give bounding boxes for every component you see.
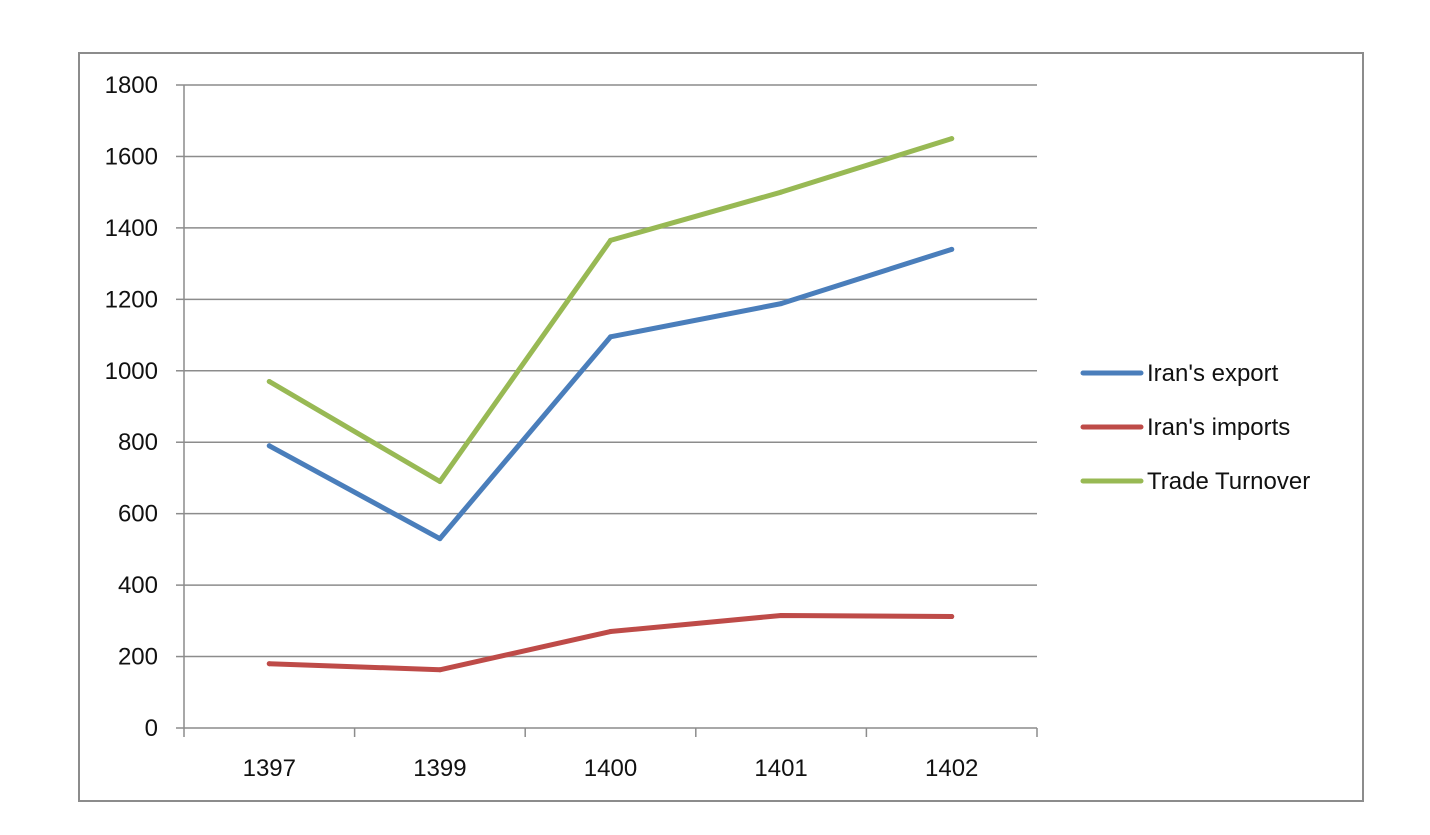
data-point	[949, 614, 955, 620]
y-axis-tick-labels: 0 200 400 600 800 1000 1200 1400 1600 1800	[105, 72, 158, 742]
chart-frame	[78, 52, 1364, 802]
data-point	[266, 443, 272, 449]
axes	[176, 84, 1038, 737]
y-tick-label: 1800	[105, 72, 158, 99]
x-tick-label: 1401	[754, 755, 807, 782]
x-tick-label: 1400	[584, 755, 637, 782]
data-point	[608, 629, 613, 635]
data-point	[608, 237, 613, 243]
series-line-1	[266, 246, 955, 542]
data-point	[437, 479, 443, 485]
series-line-2	[266, 612, 955, 673]
y-tick-label: 0	[145, 715, 158, 742]
data-point	[266, 378, 272, 384]
x-tick-label: 1397	[243, 755, 296, 782]
legend-label: Iran's export	[1147, 360, 1279, 387]
gridlines	[184, 84, 1037, 658]
y-tick-label: 1000	[105, 358, 158, 385]
x-tick-label: 1402	[925, 755, 978, 782]
data-point	[608, 334, 613, 340]
legend: Iran's export Iran's imports Trade Turnove…	[1080, 360, 1310, 495]
legend-label: Iran's imports	[1147, 414, 1290, 441]
data-point	[949, 246, 955, 252]
x-axis-tick-labels: 1397 1399 1400 1401 1402	[243, 755, 979, 782]
y-tick-label: 200	[118, 644, 158, 671]
data-point	[778, 189, 784, 195]
data-point	[266, 661, 272, 667]
y-tick-label: 1200	[105, 286, 158, 313]
series-lines	[266, 136, 955, 673]
data-point	[437, 667, 443, 673]
data-point	[778, 612, 784, 618]
y-tick-label: 600	[118, 501, 158, 528]
data-point	[437, 536, 443, 542]
y-tick-label: 1400	[105, 215, 158, 242]
series-line-3	[266, 136, 955, 485]
legend-label: Trade Turnover	[1147, 468, 1310, 495]
y-tick-label: 400	[118, 572, 158, 599]
y-tick-label: 1600	[105, 143, 158, 170]
data-point	[778, 301, 784, 307]
y-tick-label: 800	[118, 429, 158, 456]
data-point	[949, 136, 955, 142]
x-tick-label: 1399	[413, 755, 466, 782]
